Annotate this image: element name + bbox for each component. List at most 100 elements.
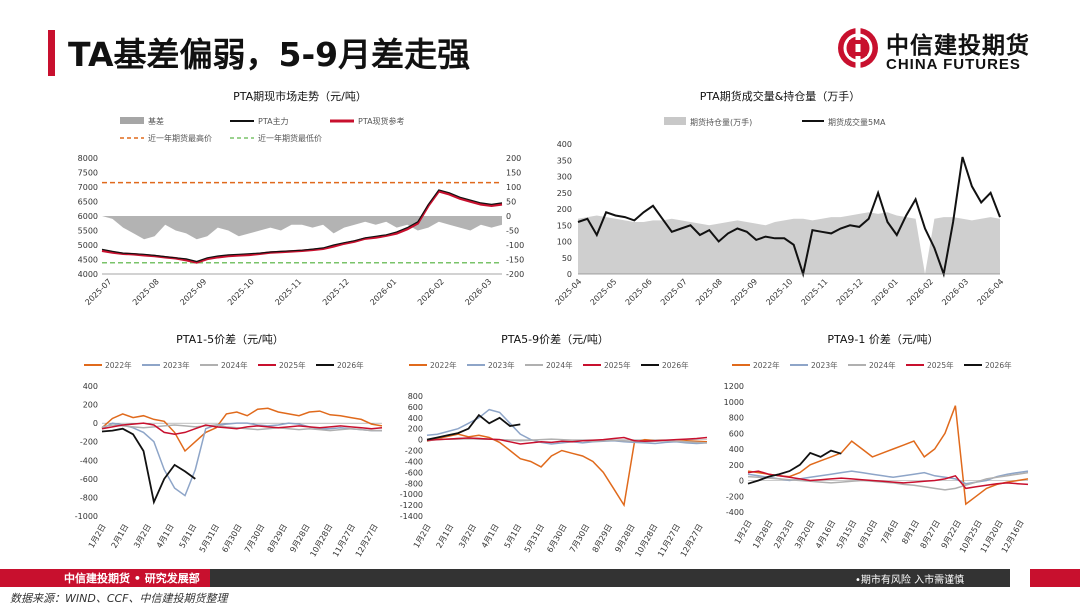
series-2025年	[426, 436, 708, 445]
y-tick-label: 7500	[78, 169, 98, 178]
legend-swatch	[120, 117, 144, 124]
x-tick-label: 2025-07	[659, 277, 689, 307]
y-tick-label: -1000	[400, 490, 423, 499]
legend-label: 2026年	[985, 360, 1012, 370]
x-tick-label: 2025-08	[694, 277, 724, 307]
x-tick-label: 8月27日	[919, 519, 942, 551]
legend-label: 基差	[148, 116, 164, 126]
x-tick-label: 2025-12	[835, 277, 865, 307]
y-tick-label: 1000	[724, 398, 744, 407]
y-tick-label: 800	[408, 392, 423, 401]
series-2026年	[426, 413, 521, 441]
x-tick-label: 1月2日	[733, 519, 754, 546]
open-interest-area	[578, 212, 1000, 274]
x-tick-label: 3月2日	[457, 523, 478, 550]
legend-label: 2023年	[811, 360, 838, 370]
logo-en: CHINA FUTURES	[886, 56, 1021, 73]
chart-svg: PTA9-1 价差（元/吨） 2022年 2023年 2024年 2025年 2026年 -…	[724, 332, 1029, 554]
series-2022年	[101, 407, 383, 453]
y-tick-label: -400	[405, 457, 423, 466]
x-tick-label: 8月1日	[900, 519, 921, 546]
legend-label: 2023年	[488, 360, 515, 370]
x-tick-label: 2026-04	[975, 277, 1005, 307]
x-tick-label: 2025-11	[273, 277, 303, 307]
x-tick-label: 6月30日	[220, 523, 243, 555]
y-tick-label: 0	[567, 270, 572, 279]
legend-label: 期货持仓量(万手)	[690, 117, 752, 127]
legend-label: 2024年	[221, 360, 248, 370]
chart-svg: PTA1-5价差（元/吨） 2022年 2023年 2024年 2025年 2026年 -1…	[75, 332, 383, 558]
x-tick-label: 2025-06	[624, 277, 654, 307]
y-tick-label: -200	[726, 492, 744, 501]
x-tick-label: 2026-01	[870, 277, 900, 307]
y-tick-label: 4000	[78, 270, 98, 279]
x-tick-label: 3月2日	[132, 523, 153, 550]
y2-tick-label: -200	[506, 270, 524, 279]
series-2026年	[747, 449, 842, 485]
y-tick-label: 6000	[78, 212, 98, 221]
chart-pta-market: PTA期现市场走势（元/吨） 基差 PTA主力 PTA现货参考 近一年期货最高价 近一年期…	[60, 84, 540, 314]
y-tick-label: 400	[83, 382, 98, 391]
series-2024年	[747, 471, 1029, 491]
x-tick-label: 1月28日	[751, 519, 774, 551]
legend-label: 2025年	[279, 360, 306, 370]
chart-title: PTA1-5价差（元/吨）	[176, 332, 284, 346]
x-tick-label: 2026-03	[463, 277, 493, 307]
x-tick-label: 1月2日	[87, 523, 108, 550]
company-logo: 中信建投期货 CHINA FUTURES	[836, 26, 1036, 82]
y-tick-label: 250	[557, 189, 572, 198]
y-tick-label: 200	[408, 425, 423, 434]
y-tick-label: -600	[405, 468, 423, 477]
x-tick-label: 2025-11	[800, 277, 830, 307]
x-tick-label: 2025-12	[321, 277, 351, 307]
legend-label: 2023年	[163, 360, 190, 370]
x-tick-label: 2025-09	[729, 277, 759, 307]
data-source: 数据来源：WIND、CCF、中信建投期货整理	[10, 592, 228, 605]
x-tick-label: 4月16日	[814, 519, 837, 551]
logo-cn: 中信建投期货	[886, 33, 1030, 59]
legend-label: 2022年	[430, 360, 457, 370]
x-tick-label: 2月1日	[435, 523, 456, 550]
legend-label: PTA主力	[258, 116, 289, 126]
legend-label: 2026年	[337, 360, 364, 370]
legend-label: 2024年	[546, 360, 573, 370]
legend-label: 2025年	[604, 360, 631, 370]
legend-label: PTA现货参考	[358, 116, 405, 126]
x-tick-label: 2025-04	[553, 277, 583, 307]
y-tick-label: 400	[557, 140, 572, 149]
legend-swatch	[664, 117, 686, 125]
x-tick-label: 4月1日	[480, 523, 501, 550]
legend-label: 2022年	[105, 360, 132, 370]
y-tick-label: -400	[80, 456, 98, 465]
y-tick-label: 350	[557, 156, 572, 165]
y-tick-label: -1000	[75, 512, 98, 521]
x-tick-label: 7月30日	[568, 523, 591, 555]
x-tick-label: 9月28日	[613, 523, 636, 555]
legend-label: 2026年	[662, 360, 689, 370]
legend-label: 近一年期货最低价	[258, 133, 322, 143]
chart-title: PTA9-1 价差（元/吨）	[827, 332, 938, 346]
y-tick-label: 600	[408, 403, 423, 412]
x-tick-label: 2月1日	[110, 523, 131, 550]
x-tick-label: 6月30日	[545, 523, 568, 555]
y2-tick-label: -100	[506, 241, 524, 250]
y-tick-label: 200	[557, 205, 572, 214]
y-tick-label: 800	[729, 414, 744, 423]
footer-arrow-shape	[1030, 569, 1080, 587]
x-tick-label: 2026-02	[416, 277, 446, 307]
series-volume-5ma	[577, 156, 1001, 278]
y-tick-label: 400	[408, 414, 423, 423]
y-tick-label: -400	[726, 508, 744, 517]
x-tick-label: 7月6日	[879, 519, 900, 546]
legend-label: 2025年	[927, 360, 954, 370]
y-tick-label: 200	[83, 401, 98, 410]
y-tick-label: -200	[80, 438, 98, 447]
series-2023年	[101, 422, 382, 497]
series-2022年	[426, 433, 708, 508]
chart-pta-volume: PTA期货成交量&持仓量（万手） 期货持仓量(万手) 期货成交量5MA 0 50 100 1…	[540, 84, 1020, 314]
y2-tick-label: 50	[506, 198, 516, 207]
x-tick-label: 9月28日	[288, 523, 311, 555]
y-tick-label: 0	[93, 419, 98, 428]
x-tick-label: 2月23日	[772, 519, 795, 551]
x-tick-label: 3月20日	[793, 519, 816, 551]
